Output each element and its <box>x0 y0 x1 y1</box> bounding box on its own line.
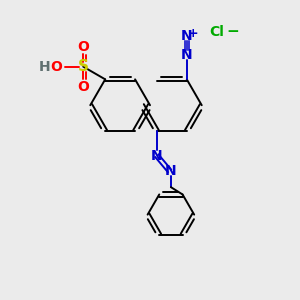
Text: +: + <box>188 27 199 40</box>
Text: N: N <box>181 29 193 43</box>
Text: O: O <box>77 80 89 94</box>
Text: Cl: Cl <box>209 25 224 39</box>
Text: H: H <box>39 60 51 74</box>
Text: N: N <box>165 164 177 178</box>
Text: N: N <box>181 48 193 62</box>
Text: O: O <box>77 40 89 54</box>
Text: S: S <box>78 59 89 74</box>
Text: −: − <box>227 24 239 39</box>
Text: O: O <box>50 60 62 74</box>
Text: N: N <box>151 149 163 163</box>
